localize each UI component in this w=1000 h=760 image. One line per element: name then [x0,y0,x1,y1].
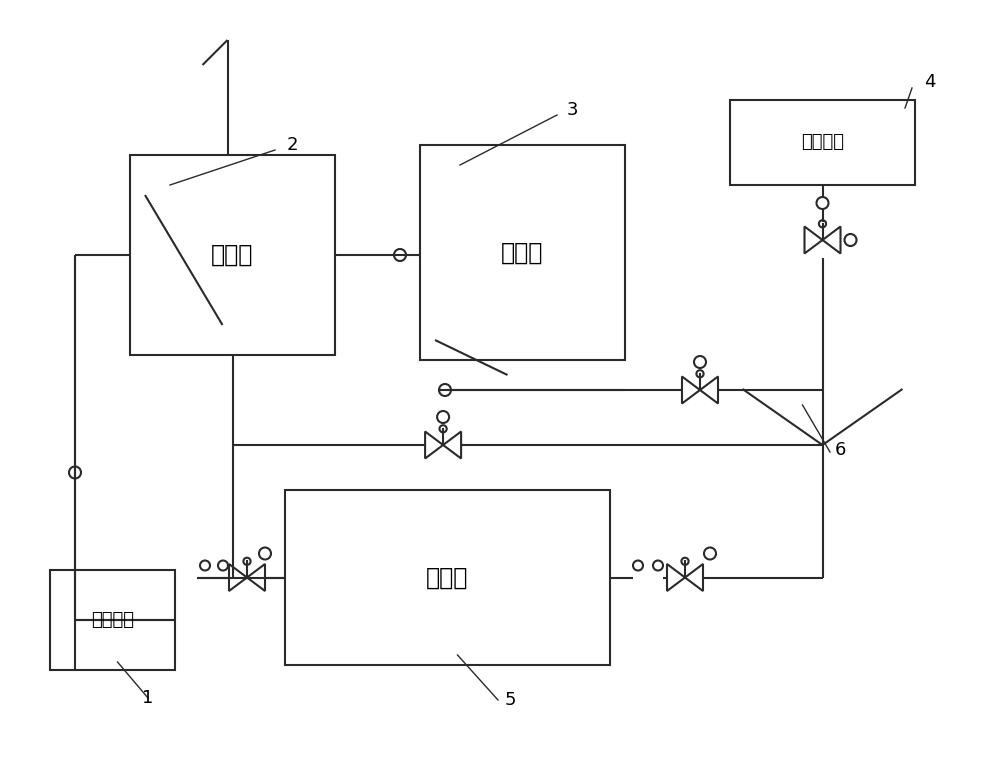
Text: 离心风机: 离心风机 [91,611,134,629]
Bar [285,490,610,665]
Text: 6: 6 [834,441,846,459]
Bar [730,100,915,185]
Text: 5: 5 [504,691,516,709]
Bar [50,570,175,670]
Text: 3: 3 [566,101,578,119]
Text: 烟气管道: 烟气管道 [801,134,844,151]
Text: 加热器: 加热器 [501,240,544,264]
Text: 2: 2 [286,136,298,154]
Bar [420,145,625,360]
Text: 4: 4 [924,73,936,91]
Text: 试验段: 试验段 [426,565,469,590]
Text: 1: 1 [142,689,154,707]
Bar [130,155,335,355]
Text: 换热器: 换热器 [211,243,254,267]
